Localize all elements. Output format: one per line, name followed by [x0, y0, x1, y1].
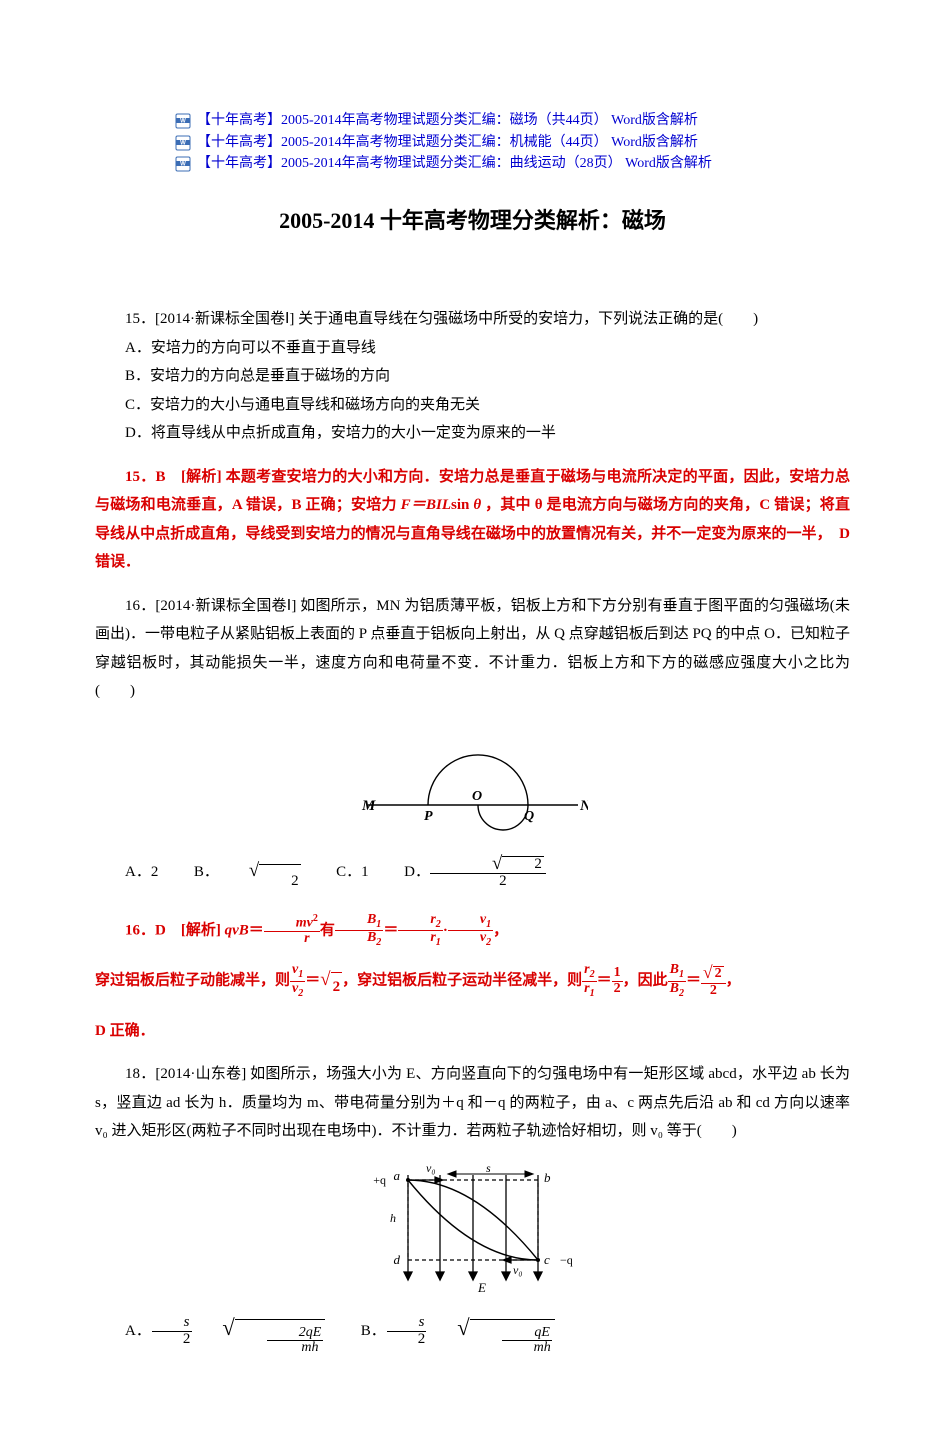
svg-text:P: P [424, 809, 433, 824]
answer-formula: F＝BIL [401, 497, 451, 513]
file-name: 【十年高考】2005-2014年高考物理试题分类汇编：磁场（共44页） Word… [197, 110, 698, 132]
frac-mv2-r: mv2r [264, 914, 320, 947]
q16-option-b: B．√2 [194, 864, 301, 880]
svg-text:E: E [477, 1280, 486, 1295]
frac-v1-v2: v1v2 [290, 963, 305, 999]
title-text: 十年高考物理分类解析：磁场 [374, 208, 666, 233]
q15-answer: 15．B [解析] 本题考查安培力的大小和方向．安培力总是垂直于磁场与电流所决定… [95, 463, 850, 577]
q16-answer-line2: 穿过铝板后粒子动能减半，则v1v2＝√2，穿过铝板后粒子运动半径减半，则r2r1… [95, 963, 850, 1002]
q16-answer: 16．D [解析] qvB＝mv2r有B1B2＝r2r1·v1v2， [95, 913, 850, 949]
svg-text:N: N [579, 798, 588, 814]
frac-r2-r1: r2r1 [398, 913, 443, 949]
frac-b1-b2: B1B2 [668, 963, 686, 999]
q15-option-b: B．安培力的方向总是垂直于磁场的方向 [95, 362, 850, 391]
sqrt-2: √2 [320, 971, 342, 1002]
q16-option-d: D．√22 [404, 864, 546, 880]
answer-text: 有 [320, 922, 335, 938]
svg-text:v₀: v₀ [513, 1263, 523, 1277]
answer-eq: ＝ [249, 922, 264, 938]
frac-r2-r1: r2r1 [582, 963, 597, 999]
q16-options: A．2 B．√2 C．1 D．√22 [95, 855, 850, 898]
svg-text:W: W [180, 140, 186, 146]
svg-text:s: s [486, 1161, 491, 1175]
file-row[interactable]: W 【十年高考】2005-2014年高考物理试题分类汇编：曲线运动（28页） W… [175, 153, 850, 175]
q15-option-d: D．将直导线从中点折成直角，安培力的大小一定变为原来的一半 [95, 419, 850, 448]
file-list: W 【十年高考】2005-2014年高考物理试题分类汇编：磁场（共44页） Wo… [175, 110, 850, 175]
title-years: 2005-2014 [279, 208, 374, 233]
q15-option-a: A．安培力的方向可以不垂直于直导线 [95, 334, 850, 363]
file-name: 【十年高考】2005-2014年高考物理试题分类汇编：机械能（44页） Word… [197, 132, 698, 154]
answer-text: ，因此 [623, 973, 668, 989]
svg-text:M: M [361, 798, 376, 814]
answer-text: 穿过铝板后粒子动能减半，则 [95, 973, 290, 989]
frac-b1-b2: B1B2 [335, 913, 383, 949]
svg-text:W: W [180, 162, 186, 168]
word-doc-icon: W [175, 156, 191, 172]
svg-text:+q: +q [373, 1173, 386, 1187]
svg-text:W: W [180, 118, 186, 124]
svg-text:c: c [544, 1252, 550, 1267]
word-doc-icon: W [175, 135, 191, 151]
svg-text:−q: −q [560, 1253, 573, 1267]
q18-stem: 18．[2014·山东卷] 如图所示，场强大小为 E、方向竖直向下的匀强电场中有… [95, 1060, 850, 1146]
svg-text:d: d [393, 1252, 400, 1267]
answer-text: ，穿过铝板后粒子运动半径减半，则 [342, 973, 582, 989]
svg-text:b: b [544, 1170, 551, 1185]
q16-figure: M N P O Q [95, 720, 850, 840]
answer-theta: θ [473, 497, 481, 513]
answer-sin: sin [451, 497, 469, 513]
answer-head: 16．D [解析] [125, 922, 225, 938]
svg-text:v₀: v₀ [426, 1161, 436, 1175]
frac-half: 12 [612, 966, 623, 996]
q16-answer-line3: D 正确． [95, 1017, 850, 1046]
file-name: 【十年高考】2005-2014年高考物理试题分类汇编：曲线运动（28页） Wor… [197, 153, 712, 175]
svg-text:h: h [390, 1211, 396, 1225]
svg-text:a: a [393, 1168, 400, 1183]
svg-text:O: O [472, 789, 482, 804]
frac-v1-v2: v1v2 [448, 913, 493, 949]
word-doc-icon: W [175, 113, 191, 129]
file-row[interactable]: W 【十年高考】2005-2014年高考物理试题分类汇编：机械能（44页） Wo… [175, 132, 850, 154]
frac-sqrt2-2: √22 [701, 964, 726, 998]
q16-option-a: A．2 [125, 864, 158, 880]
q15-stem: 15．[2014·新课标全国卷Ⅰ] 关于通电直导线在匀强磁场中所受的安培力，下列… [95, 305, 850, 334]
file-row[interactable]: W 【十年高考】2005-2014年高考物理试题分类汇编：磁场（共44页） Wo… [175, 110, 850, 132]
page-title: 2005-2014 十年高考物理分类解析：磁场 [95, 203, 850, 235]
svg-text:Q: Q [524, 809, 534, 824]
q18-options: A．s2√2qEmh B．s2√qEmh [95, 1315, 850, 1360]
answer-head: 15．B [解析] [125, 469, 226, 485]
q18-figure: a b c d v₀ v₀ s h E +q −q [95, 1160, 850, 1300]
answer-formula: qvB [225, 922, 249, 938]
q16-stem: 16．[2014·新课标全国卷Ⅰ] 如图所示，MN 为铝质薄平板，铝板上方和下方… [95, 592, 850, 706]
q16-option-c: C．1 [336, 864, 369, 880]
q15-option-c: C．安培力的大小与通电直导线和磁场方向的夹角无关 [95, 391, 850, 420]
